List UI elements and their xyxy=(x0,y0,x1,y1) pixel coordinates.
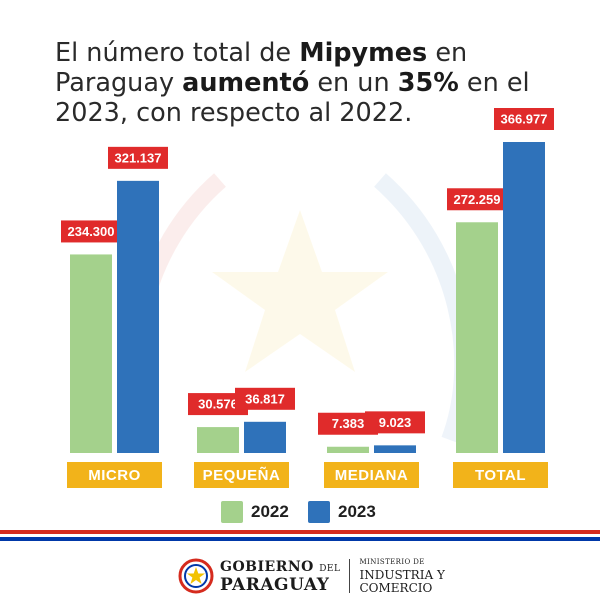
legend-swatch-2023 xyxy=(308,501,330,523)
flag-stripe-red xyxy=(0,530,600,534)
ministry-line2: INDUSTRIA Y xyxy=(359,568,445,582)
bar-pequeña-2022 xyxy=(197,427,239,453)
bar-micro-2023 xyxy=(117,180,159,453)
flag-stripe-blue xyxy=(0,537,600,541)
gov-line1: GOBIERNO xyxy=(220,558,314,575)
bar-micro-2022 xyxy=(70,254,112,453)
value-label-box xyxy=(365,411,425,434)
government-seal-icon xyxy=(178,558,214,593)
legend-2022: 2022 xyxy=(221,499,289,525)
legend-label-2022: 2022 xyxy=(251,502,289,521)
ministry-text: MINISTERIO DE INDUSTRIA Y COMERCIO xyxy=(359,556,444,595)
value-label-total-2022: 272.259 xyxy=(454,192,501,207)
footer-logo: GOBIERNO DEL PARAGUAY MINISTERIO DE INDU… xyxy=(178,556,445,595)
ministry-line3: COMERCIO xyxy=(359,581,433,595)
value-label-pequeña-2022: 30.576 xyxy=(198,397,238,412)
value-label-box xyxy=(61,220,121,243)
value-label-box xyxy=(447,188,507,211)
ministry-line1: MINISTERIO DE xyxy=(359,558,425,566)
bar-total-2023 xyxy=(503,142,545,453)
category-label-micro: MICRO xyxy=(67,462,162,488)
value-label-mediana-2023: 9.023 xyxy=(379,415,412,430)
value-label-box xyxy=(188,393,248,416)
category-label-pequeña: PEQUEÑA xyxy=(194,462,289,488)
watermark-star-icon xyxy=(212,210,388,372)
bar-mediana-2022 xyxy=(327,446,369,453)
legend-2023: 2023 xyxy=(308,499,376,525)
logo-divider xyxy=(349,558,351,593)
value-label-box xyxy=(108,146,168,169)
value-label-total-2023: 366.977 xyxy=(501,112,548,127)
bar-mediana-2023 xyxy=(374,445,416,453)
value-label-micro-2022: 234.300 xyxy=(68,224,115,239)
value-label-box xyxy=(318,412,378,435)
government-text: GOBIERNO DEL PARAGUAY xyxy=(220,558,341,595)
value-label-pequeña-2023: 36.817 xyxy=(245,391,285,406)
value-label-box xyxy=(235,387,295,410)
bar-total-2022 xyxy=(456,222,498,453)
headline: El número total de Mipymes en Paraguay a… xyxy=(55,38,530,128)
legend-label-2023: 2023 xyxy=(338,502,376,521)
category-label-total: TOTAL xyxy=(453,462,548,488)
category-label-mediana: MEDIANA xyxy=(324,462,419,488)
bar-pequeña-2023 xyxy=(244,421,286,453)
value-label-box xyxy=(494,108,554,130)
value-label-micro-2023: 321.137 xyxy=(115,150,162,165)
legend-swatch-2022 xyxy=(221,501,243,523)
value-label-mediana-2022: 7.383 xyxy=(332,416,365,431)
gov-line2: PARAGUAY xyxy=(220,574,330,595)
gov-del: DEL xyxy=(319,563,341,574)
